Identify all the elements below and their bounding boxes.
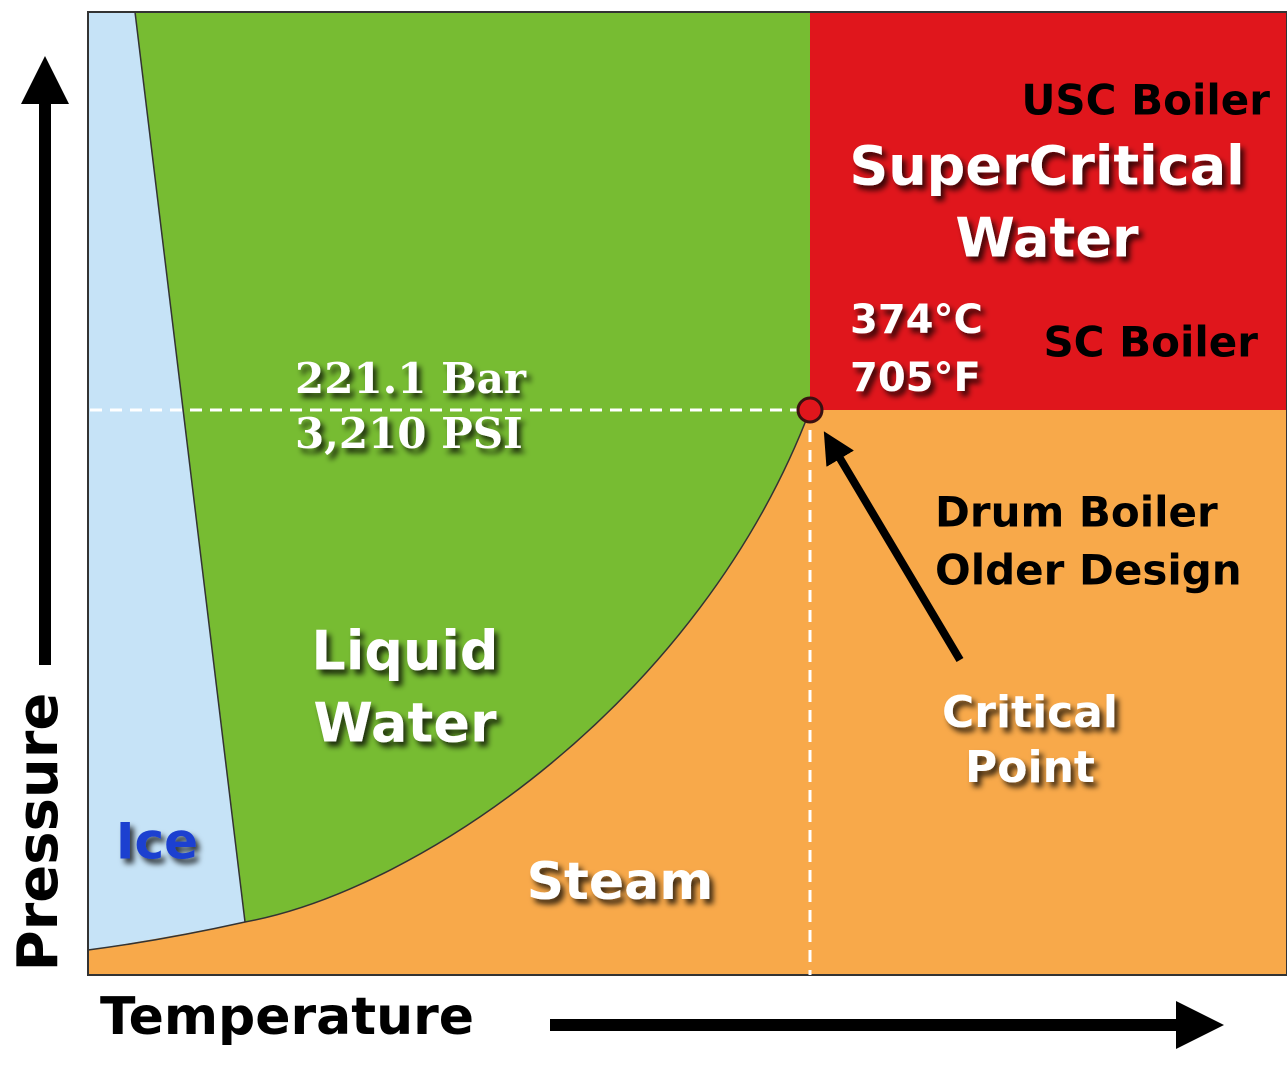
- supercritical-label: SuperCritical: [849, 135, 1244, 198]
- liquid-label: Water: [313, 692, 497, 755]
- supercritical-label: Water: [955, 207, 1139, 270]
- steam-label: Steam: [527, 852, 714, 912]
- supercritical-region: [810, 12, 1287, 410]
- plot-frame: [87, 11, 1287, 976]
- sc-annotation: SC Boiler: [1043, 318, 1258, 367]
- critical-arrow: [823, 431, 964, 663]
- drum-annotation: Drum Boiler: [935, 488, 1218, 537]
- y-axis-label: Pressure: [6, 693, 71, 972]
- temperature-value: 374°C: [850, 297, 983, 343]
- liquid-label: Liquid: [311, 620, 498, 683]
- ice-label: Ice: [116, 813, 198, 871]
- pressure-value: 3,210 PSI: [295, 409, 523, 458]
- liquid-region: [135, 12, 810, 922]
- drum-annotation: Older Design: [935, 546, 1242, 595]
- x-axis-label: Temperature: [100, 987, 474, 1047]
- boiling-curve: [87, 409, 811, 951]
- critical-label: Point: [965, 742, 1095, 793]
- ice-region: [88, 12, 245, 950]
- critical-label: Critical: [942, 687, 1118, 738]
- critical-point: [796, 396, 824, 424]
- pressure-value: 221.1 Bar: [295, 354, 527, 403]
- melting-line: [134, 11, 246, 923]
- temperature-value: 705°F: [850, 355, 981, 401]
- usc-annotation: USC Boiler: [1021, 76, 1270, 125]
